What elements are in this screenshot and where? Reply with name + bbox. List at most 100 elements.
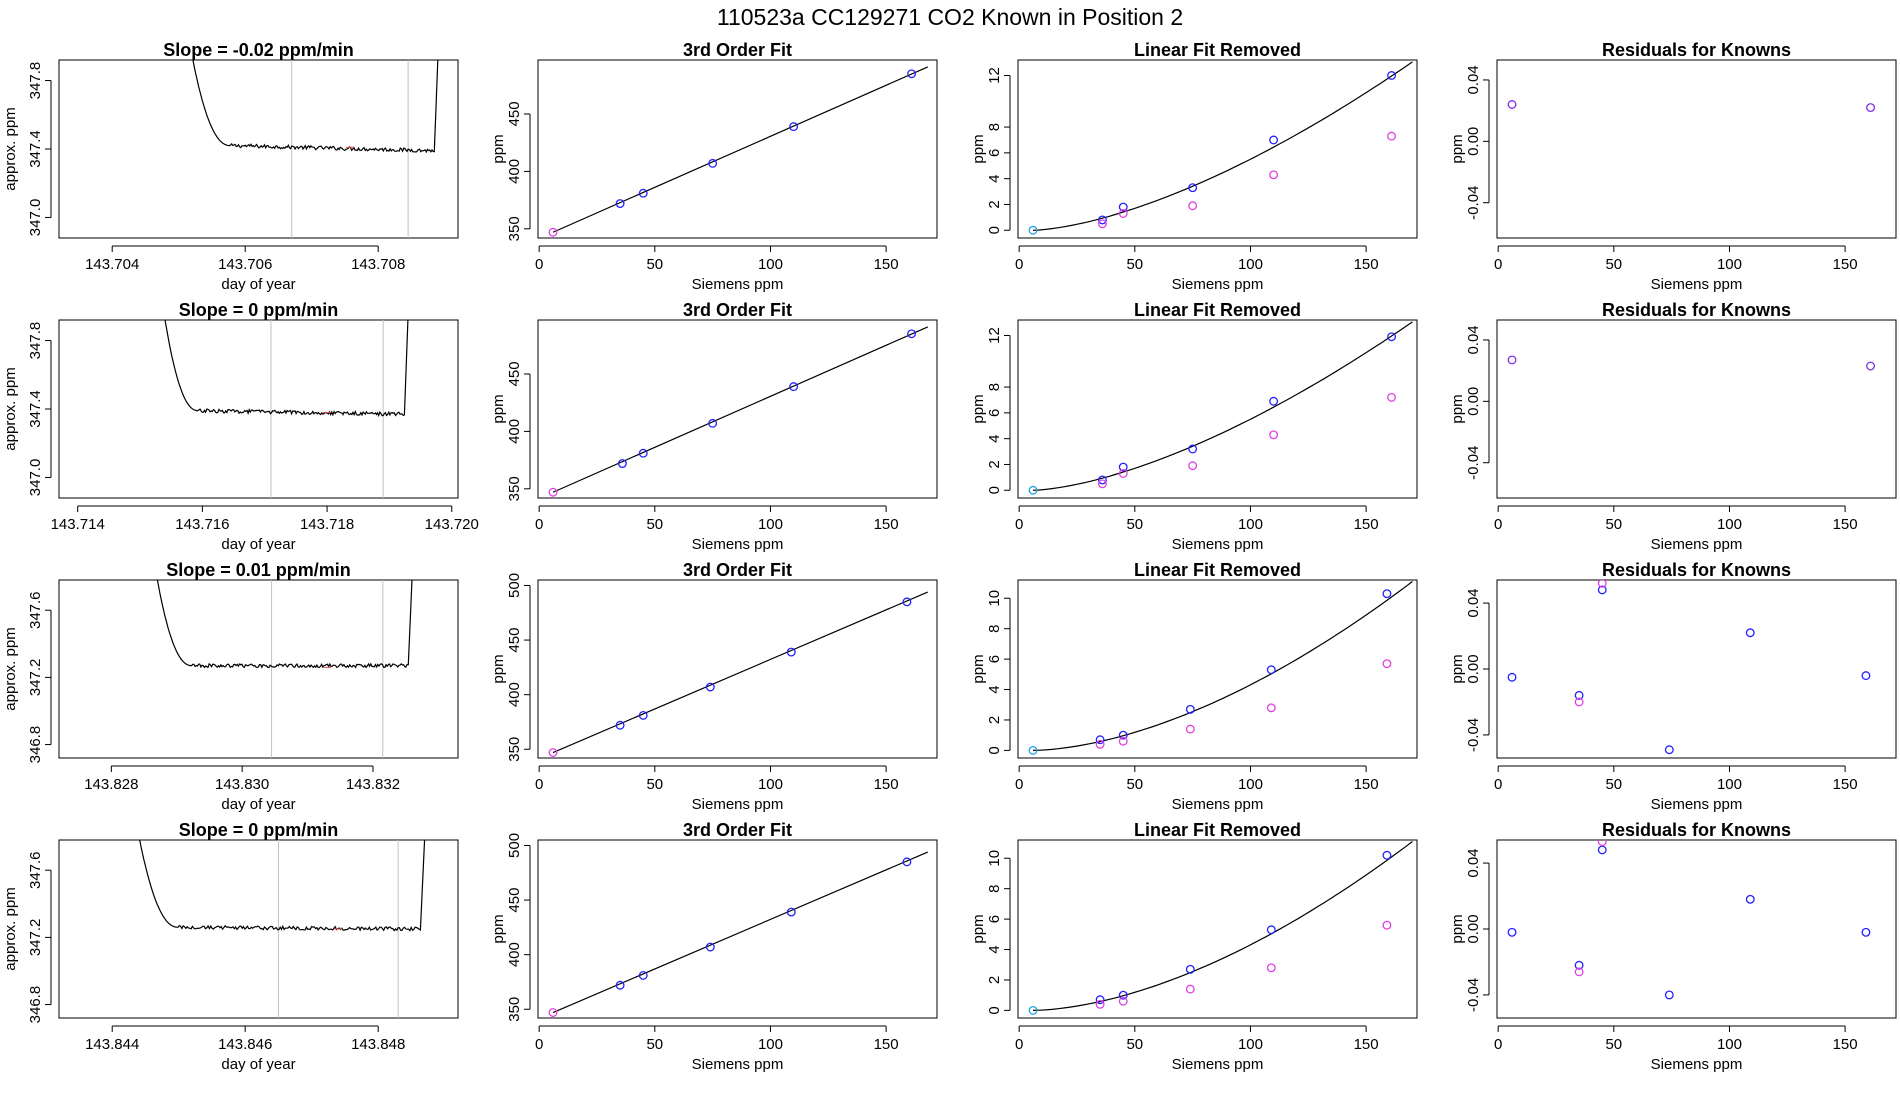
- y-axis-label: ppm: [1449, 914, 1466, 943]
- data-point-knowns: [1387, 332, 1397, 342]
- x-tick-label: 100: [1717, 516, 1742, 533]
- analyzer-trace: [164, 320, 409, 418]
- y-tick-label: 10: [986, 590, 1003, 607]
- x-tick-label: 0: [1494, 776, 1502, 793]
- plot-frame: [537, 59, 938, 239]
- panel-title: Residuals for Knowns: [1602, 300, 1791, 320]
- x-axis-label: Siemens ppm: [1172, 796, 1264, 813]
- panel-1-0: Slope = 0 ppm/min 143.714 143.716 143.718 14…: [2, 300, 479, 553]
- x-axis-label: Siemens ppm: [692, 1056, 784, 1073]
- x-tick-label: 50: [1126, 516, 1143, 533]
- data-point-knowns: [907, 69, 917, 79]
- x-tick-label: 143.714: [51, 516, 105, 533]
- x-tick-label: 100: [758, 516, 783, 533]
- data-point-raw: [1382, 659, 1392, 669]
- y-tick-label: 450: [506, 361, 523, 386]
- y-axis-label: ppm: [970, 914, 987, 943]
- x-tick-label: 0: [1494, 256, 1502, 273]
- y-tick-label: 0.04: [1465, 325, 1482, 354]
- y-tick-label: 347.0: [27, 459, 44, 497]
- data-point-residuals-blue: [1597, 845, 1607, 855]
- x-tick-label: 150: [874, 516, 899, 533]
- plot-frame: [1496, 839, 1897, 1019]
- y-tick-label: 0.04: [1465, 848, 1482, 877]
- data-point-knowns: [638, 448, 648, 458]
- y-tick-label: 2: [986, 976, 1003, 984]
- data-point-knowns: [1118, 730, 1128, 740]
- y-tick-label: 0.00: [1465, 914, 1482, 943]
- data-point-raw: [1118, 469, 1128, 478]
- y-tick-label: 350: [506, 216, 523, 241]
- x-axis-label: Siemens ppm: [1172, 1056, 1264, 1073]
- y-tick-label: 347.8: [27, 322, 44, 360]
- data-point-knowns: [1266, 925, 1276, 935]
- data-point-knowns: [705, 942, 715, 952]
- data-point-knowns: [1097, 475, 1107, 485]
- panel-0-3: Residuals for Knowns 0 50 100 150 Siemens ppm…: [1449, 40, 1897, 293]
- y-tick-label: 400: [506, 159, 523, 184]
- y-tick-label: 347.8: [27, 62, 44, 100]
- y-tick-label: 10: [986, 850, 1003, 867]
- data-point-knowns: [708, 418, 718, 428]
- data-point-residuals-blue: [1861, 671, 1871, 681]
- panel-title: Linear Fit Removed: [1134, 820, 1301, 840]
- data-point-origin: [1028, 745, 1038, 755]
- data-point-knowns: [786, 647, 796, 657]
- y-axis-label: ppm: [970, 394, 987, 423]
- data-point-origin: [1028, 225, 1038, 235]
- x-tick-label: 143.832: [346, 776, 400, 793]
- data-point-knowns: [1387, 71, 1397, 80]
- panel-2-2: Linear Fit Removed 0 50 100 150 Siemens ppm 0 2…: [970, 560, 1418, 813]
- x-tick-label: 143.848: [351, 1036, 405, 1053]
- data-point-knowns: [705, 682, 715, 692]
- panel-title: Residuals for Knowns: [1602, 560, 1791, 580]
- y-axis-label: ppm: [490, 654, 507, 683]
- x-tick-label: 100: [1238, 516, 1263, 533]
- y-tick-label: 2: [986, 200, 1003, 208]
- y-axis-label: ppm: [970, 654, 987, 683]
- x-tick-label: 143.704: [85, 256, 139, 273]
- plot-area: [192, 60, 439, 238]
- data-point-raw: [1095, 999, 1105, 1009]
- data-point-origin: [1028, 485, 1038, 495]
- data-point-raw: [1097, 219, 1107, 229]
- analyzer-trace: [139, 840, 426, 932]
- data-point-residuals: [1507, 100, 1517, 109]
- x-tick-label: 100: [758, 1036, 783, 1053]
- panel-title: Residuals for Knowns: [1602, 820, 1791, 840]
- data-point-residuals-blue: [1861, 927, 1871, 937]
- plot-area: [1028, 841, 1413, 1015]
- x-tick-label: 100: [1238, 776, 1263, 793]
- y-tick-label: 4: [986, 434, 1003, 442]
- y-tick-label: -0.04: [1465, 186, 1482, 220]
- x-tick-label: 150: [1833, 1036, 1858, 1053]
- data-point-raw: [1188, 461, 1198, 471]
- x-tick-label: 50: [1605, 256, 1622, 273]
- plot-area: [548, 66, 928, 237]
- y-axis-label: approx. ppm: [2, 367, 19, 450]
- data-point-origin: [1028, 1005, 1038, 1015]
- fit-line: [552, 851, 928, 1014]
- y-tick-label: 0: [986, 226, 1003, 234]
- panel-title: Slope = 0 ppm/min: [179, 820, 339, 840]
- data-point-knowns: [1095, 735, 1105, 745]
- figure-title: 110523a CC129271 CO2 Known in Position 2: [717, 4, 1183, 30]
- y-tick-label: 400: [506, 682, 523, 707]
- y-axis-label: approx. ppm: [2, 627, 19, 710]
- x-tick-label: 50: [1605, 776, 1622, 793]
- y-tick-label: 8: [986, 885, 1003, 893]
- x-axis-label: Siemens ppm: [1172, 276, 1264, 293]
- panel-title: Slope = 0 ppm/min: [179, 300, 339, 320]
- x-tick-label: 100: [758, 776, 783, 793]
- data-point-raw: [1269, 170, 1279, 180]
- y-tick-label: 0.04: [1465, 65, 1482, 94]
- data-point-knowns: [638, 970, 648, 980]
- x-tick-label: 100: [1717, 256, 1742, 273]
- panel-1-3: Residuals for Knowns 0 50 100 150 Siemens ppm…: [1449, 300, 1897, 553]
- data-point-knowns: [1095, 995, 1105, 1005]
- x-axis-label: Siemens ppm: [1651, 536, 1743, 553]
- fit-line: [552, 591, 928, 754]
- x-tick-label: 143.716: [175, 516, 229, 533]
- x-tick-label: 50: [646, 776, 663, 793]
- data-point-knowns: [1118, 990, 1128, 1000]
